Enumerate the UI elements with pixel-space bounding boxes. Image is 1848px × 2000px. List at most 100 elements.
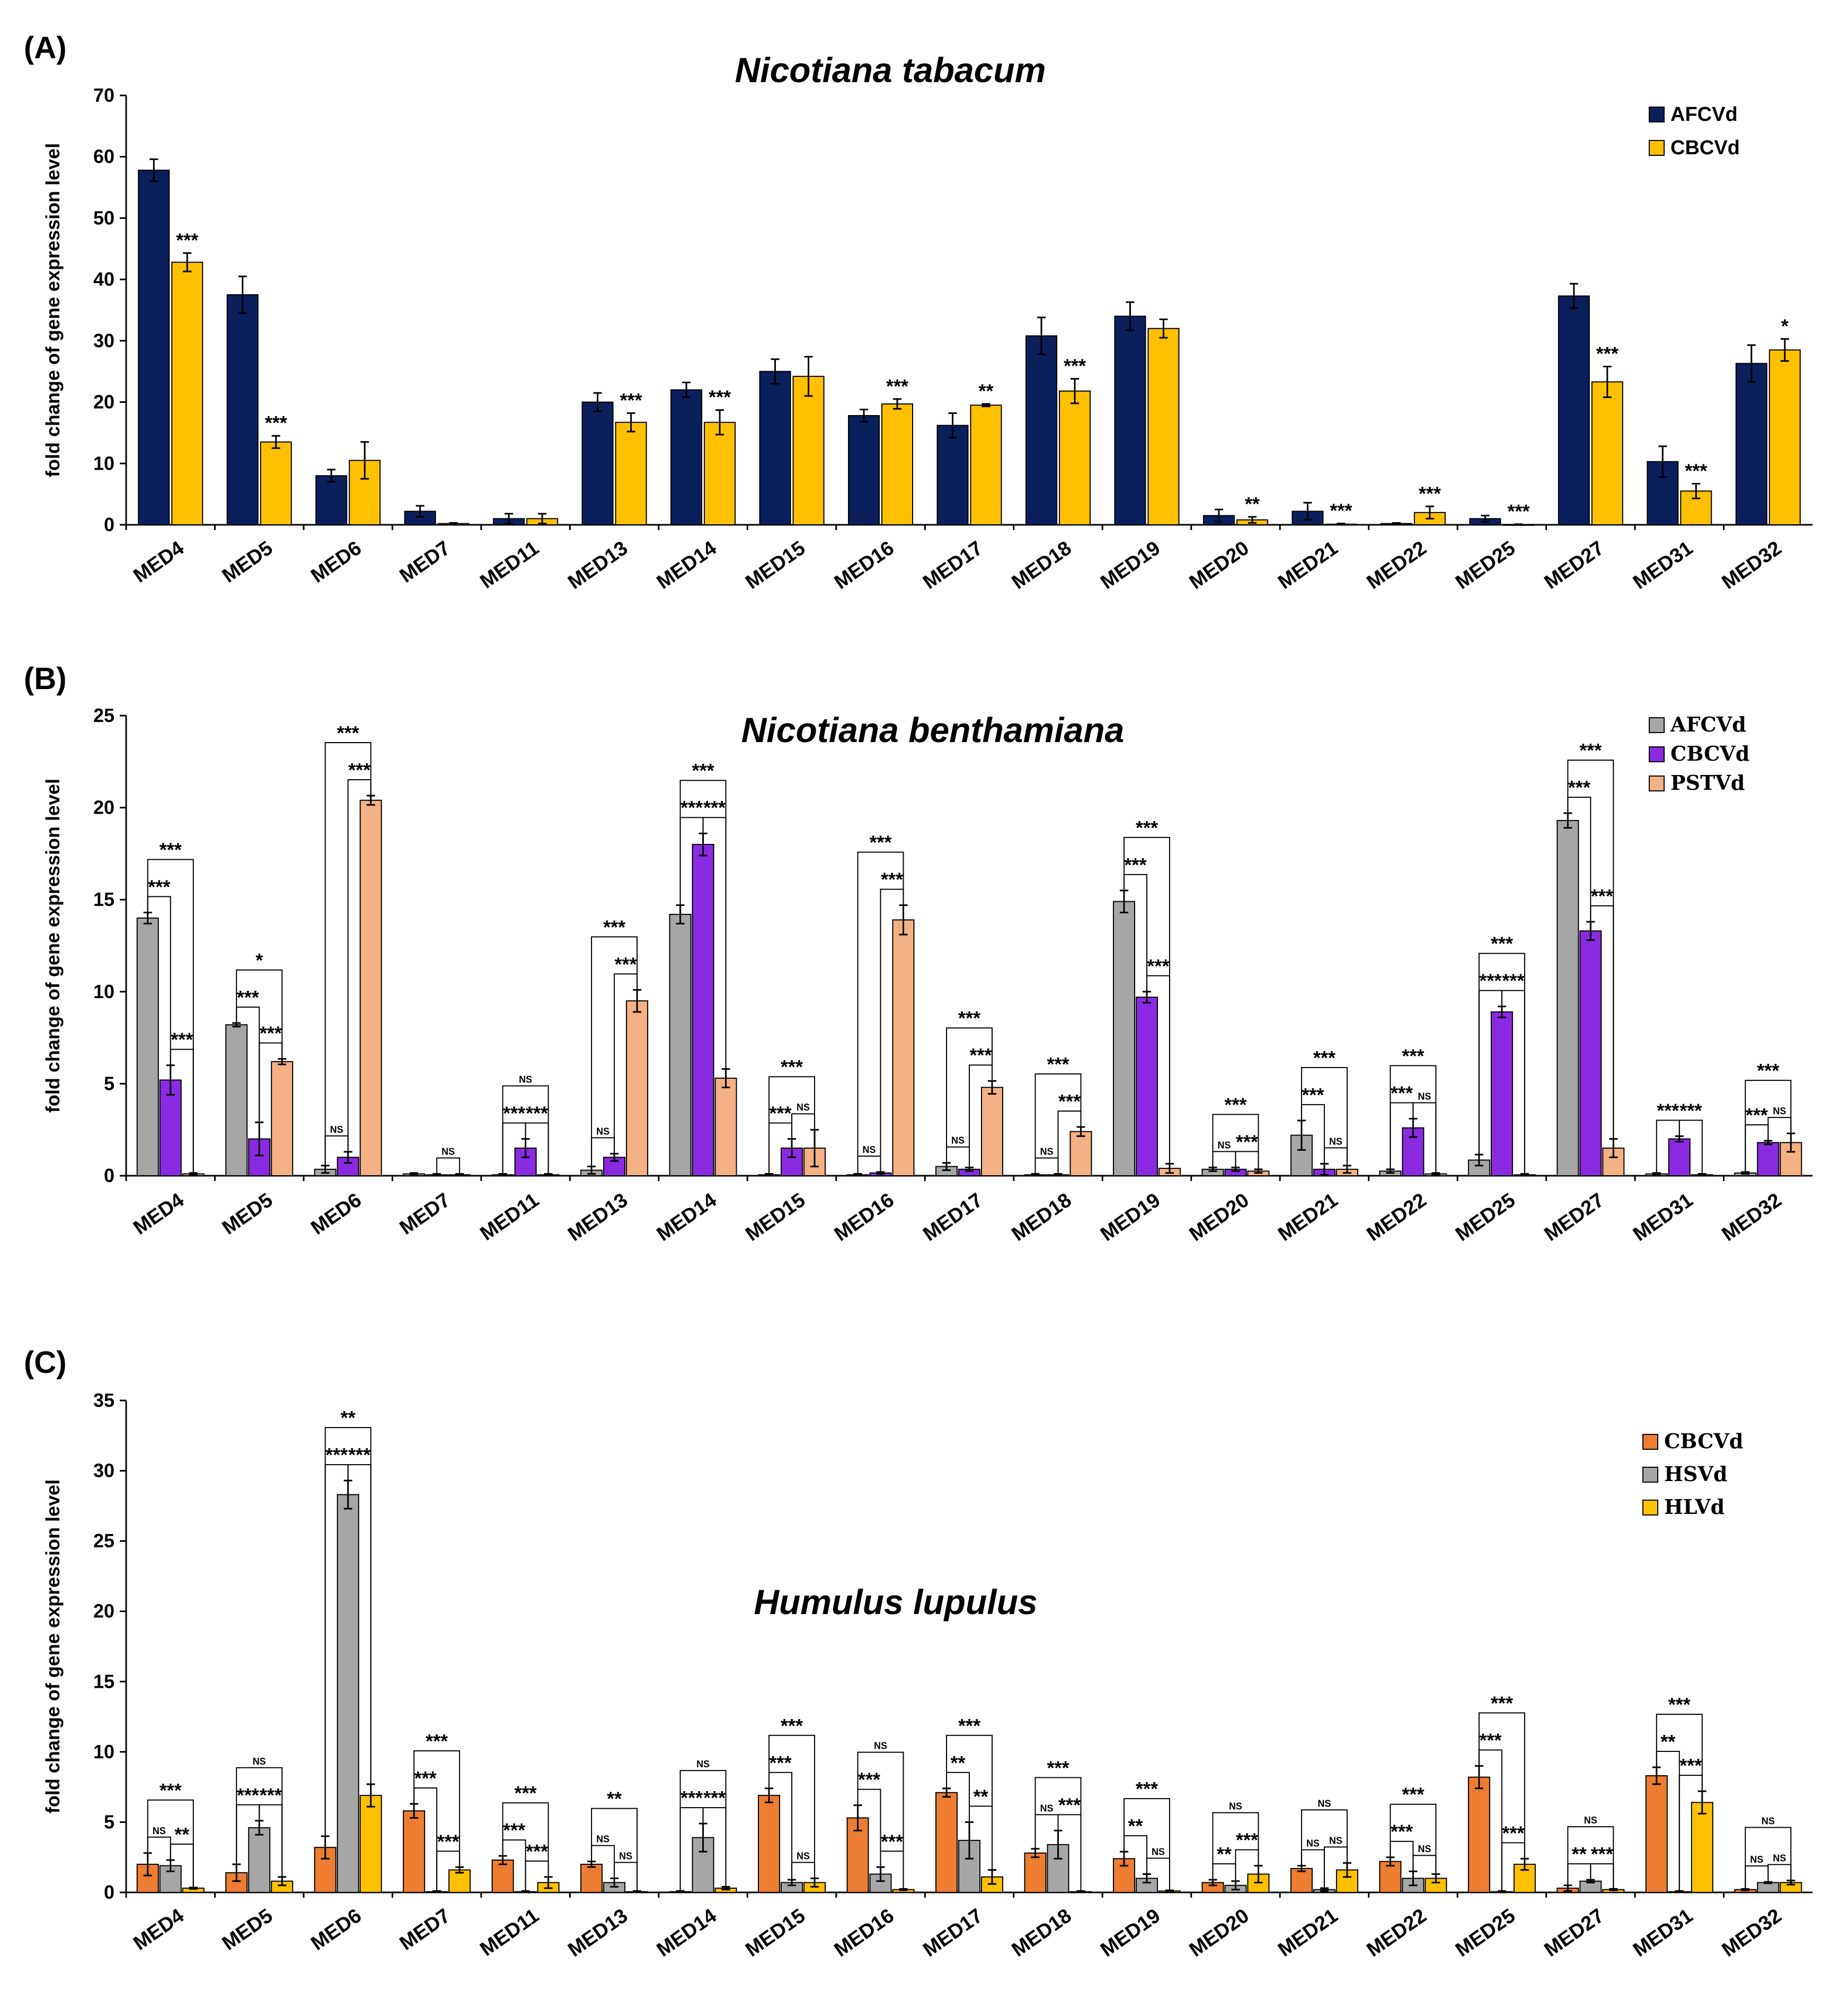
significance-label: *** <box>437 1830 459 1852</box>
significance-label: NS <box>1329 1835 1342 1846</box>
x-tick-label: MED13 <box>564 537 632 594</box>
y-tick-label: 35 <box>93 1389 114 1411</box>
significance-label: *** <box>703 797 726 818</box>
x-tick-label: MED7 <box>396 537 455 587</box>
significance-label: NS <box>1217 1140 1231 1150</box>
significance-bracket <box>946 1027 993 1163</box>
bar <box>359 1795 382 1893</box>
x-tick-label: MED19 <box>1097 1905 1164 1961</box>
significance-bracket <box>1301 1809 1348 1866</box>
significance-label: *** <box>426 1730 448 1752</box>
y-tick-label: 10 <box>93 1741 114 1763</box>
y-tick-label: 25 <box>93 1530 114 1552</box>
panel-label: (B) <box>24 662 67 696</box>
bar <box>359 799 382 1177</box>
y-tick-label: 20 <box>93 1600 114 1622</box>
x-tick-label: MED18 <box>1008 1189 1076 1246</box>
x-tick-label: MED5 <box>218 1905 277 1955</box>
significance-bracket <box>1034 1777 1082 1891</box>
x-tick-label: MED20 <box>1186 1189 1253 1246</box>
x-tick-label: MED20 <box>1186 1905 1253 1961</box>
y-tick-label: 5 <box>104 1072 114 1094</box>
significance-label: NS <box>1306 1838 1320 1849</box>
significance-label: *** <box>1224 1094 1246 1115</box>
y-tick-label: 60 <box>93 146 114 168</box>
significance-bracket <box>1745 1827 1792 1889</box>
panel-b: (B) Nicotiana benthamiana fold change of g… <box>24 662 1812 1246</box>
bar <box>1069 1131 1092 1177</box>
y-tick-label: 10 <box>93 981 114 1002</box>
significance-label: *** <box>881 1830 903 1852</box>
significance-label: *** <box>1491 933 1513 955</box>
significance-label: *** <box>703 1787 726 1809</box>
significance-label: *** <box>1302 1084 1324 1106</box>
significance-label: *** <box>1596 342 1619 364</box>
significance-label: *** <box>176 229 198 251</box>
x-tick-label: MED17 <box>919 1905 987 1961</box>
bar <box>260 441 292 525</box>
x-tick-label: MED7 <box>396 1189 455 1239</box>
significance-label: *** <box>881 869 903 891</box>
significance-bracket <box>502 1802 549 1877</box>
significance-label: *** <box>1419 482 1441 504</box>
x-tick-label: MED11 <box>476 1905 543 1961</box>
y-tick-label: 15 <box>93 1670 114 1692</box>
significance-label: *** <box>709 386 731 408</box>
significance-bracket <box>1390 1065 1437 1173</box>
significance-label: NS <box>1750 1854 1763 1865</box>
significance-bracket <box>324 742 372 1166</box>
significance-label: *** <box>348 759 370 781</box>
significance-label: NS <box>253 1756 266 1767</box>
significance-label: *** <box>503 1819 525 1841</box>
significance-label: *** <box>1479 970 1501 992</box>
bar <box>1112 901 1135 1176</box>
significance-label: NS <box>596 1126 609 1136</box>
significance-bracket <box>1212 1114 1259 1169</box>
legend-swatch <box>1642 1467 1658 1483</box>
significance-bracket <box>591 936 638 1167</box>
significance-label: *** <box>171 1029 193 1051</box>
x-tick-label: MED27 <box>1541 1905 1608 1961</box>
significance-label: *** <box>1746 1104 1768 1126</box>
significance-label: *** <box>770 1103 792 1124</box>
significance-label: * <box>255 949 263 971</box>
x-tick-label: MED5 <box>218 1189 277 1239</box>
y-tick-label: 50 <box>93 207 114 228</box>
significance-label: *** <box>503 1103 525 1124</box>
y-axis-label: fold change of gene expression level <box>42 1479 64 1813</box>
significance-label: NS <box>153 1826 166 1836</box>
bar <box>935 1792 958 1893</box>
significance-label: *** <box>1507 500 1529 522</box>
significance-bracket <box>1123 836 1170 1164</box>
significance-label: *** <box>1591 1843 1613 1865</box>
significance-bracket <box>1767 1117 1792 1141</box>
x-tick-label: MED4 <box>129 1189 188 1239</box>
x-tick-label: MED25 <box>1452 537 1519 594</box>
x-tick-label: MED16 <box>830 1189 898 1246</box>
significance-label: ** <box>973 1785 988 1807</box>
significance-label: *** <box>680 1787 703 1809</box>
x-tick-label: MED15 <box>741 1189 809 1246</box>
significance-label: *** <box>160 839 182 861</box>
x-tick-label: MED31 <box>1629 1189 1697 1246</box>
x-tick-label: MED22 <box>1363 1905 1431 1961</box>
panel-label: (C) <box>24 1345 67 1380</box>
significance-label: *** <box>148 876 170 898</box>
significance-label: ** <box>607 1788 622 1810</box>
significance-label: *** <box>1579 739 1602 761</box>
significance-label: *** <box>1679 1755 1702 1776</box>
x-tick-label: MED32 <box>1718 1189 1786 1246</box>
bar <box>1558 295 1590 526</box>
bar <box>936 425 969 525</box>
significance-label: *** <box>348 1444 370 1466</box>
significance-label: NS <box>1329 1136 1342 1147</box>
significance-label: *** <box>1657 1099 1679 1121</box>
significance-label: NS <box>1762 1816 1775 1826</box>
legend-swatch <box>1649 107 1665 122</box>
x-tick-label: MED15 <box>741 537 809 594</box>
x-tick-label: MED21 <box>1274 537 1342 594</box>
x-tick-label: MED13 <box>564 1905 632 1961</box>
significance-bracket <box>413 1750 461 1867</box>
bar <box>704 421 736 525</box>
bar <box>1058 390 1091 525</box>
